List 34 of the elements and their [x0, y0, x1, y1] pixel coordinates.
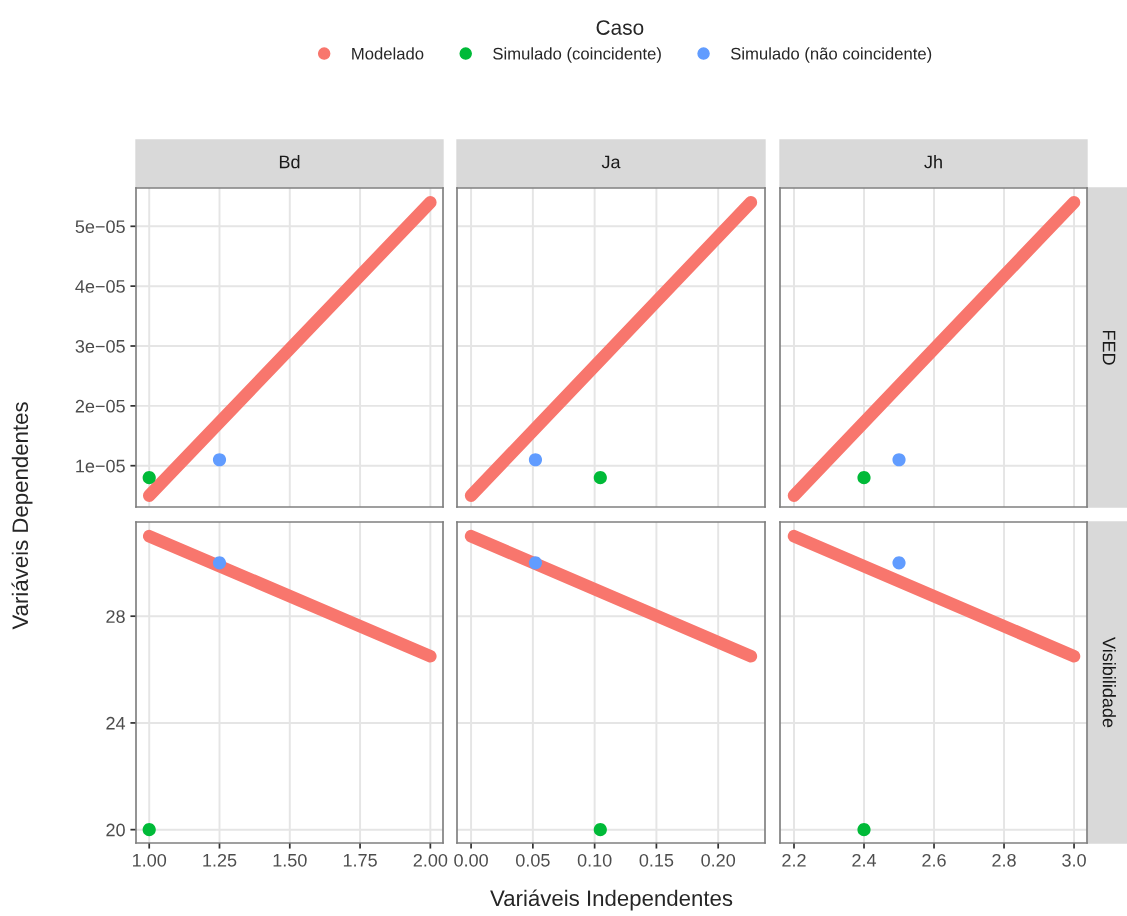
y-tick-label: 20: [106, 823, 125, 837]
chart-title: Jh: [924, 155, 942, 169]
y-tick-label: 5e−05: [75, 220, 125, 234]
y-tick-label: 1e−05: [76, 459, 125, 473]
chart-title: Ja: [601, 155, 621, 169]
x-tick-label: 0.15: [639, 853, 674, 867]
x-tick-label: 2.6: [922, 853, 946, 867]
x-tick-label: 1.75: [343, 854, 377, 867]
legend-label: Modelado: [352, 47, 424, 60]
y-tick-label: 24: [106, 716, 126, 730]
x-axis-title: Variáveis Independentes: [490, 889, 733, 911]
x-tick-label: 0.05: [515, 853, 550, 867]
chart-title: Bd: [279, 155, 300, 169]
x-tick-label: 2.8: [992, 853, 1016, 867]
x-tick-label: 2.2: [782, 853, 806, 867]
y-tick-label: 4e−05: [75, 280, 125, 293]
x-tick-label: 1.50: [273, 853, 307, 867]
x-tick-label: 0.10: [577, 853, 612, 867]
legend-label: Simulado (coincidente): [493, 47, 661, 63]
legend-label: Simulado (não coincidente): [730, 47, 932, 63]
x-tick-label: 1.25: [203, 853, 237, 867]
y-axis-title: Variáveis Dependentes: [11, 402, 33, 630]
y-tick-label: 3e−05: [75, 339, 125, 353]
y2-axis-title: FED: [1102, 330, 1116, 365]
y-tick-label: 28: [106, 610, 125, 623]
legend-title: Caso: [596, 20, 644, 35]
x-tick-label: 0.20: [701, 853, 736, 867]
y-tick-label: 2e−05: [75, 399, 125, 413]
x-tick-label: 2.00: [413, 853, 448, 867]
x-tick-label: 0.00: [454, 853, 488, 867]
x-tick-label: 1.00: [133, 853, 167, 867]
x-tick-label: 2.4: [852, 853, 877, 867]
y2-axis-title: Visibilidade: [1102, 637, 1116, 728]
x-tick-label: 3.0: [1062, 853, 1086, 867]
